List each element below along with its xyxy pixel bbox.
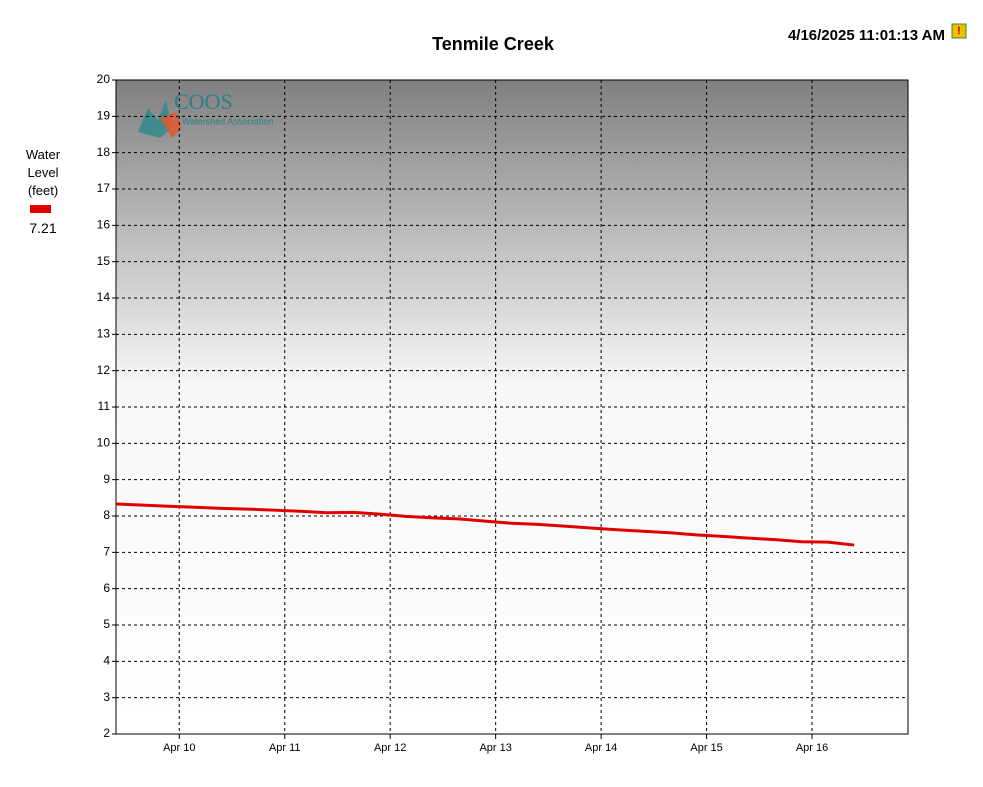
- y-tick-label: 4: [103, 654, 110, 668]
- logo-shape: [160, 112, 182, 138]
- logo-shape: [138, 100, 172, 138]
- x-tick-label: Apr 10: [163, 742, 195, 754]
- x-tick-label: Apr 13: [479, 742, 511, 754]
- y-tick-label: 14: [97, 290, 111, 304]
- y-tick-label: 6: [103, 581, 110, 595]
- chart-title: Tenmile Creek: [432, 34, 555, 54]
- legend-value: 7.21: [29, 220, 57, 236]
- x-tick-label: Apr 16: [796, 742, 828, 754]
- legend-swatch: [30, 205, 51, 213]
- legend-label: Water Level (feet): [25, 147, 61, 198]
- y-tick-label: 18: [97, 145, 111, 159]
- y-tick-label: 2: [103, 726, 110, 740]
- y-tick-label: 13: [97, 327, 111, 341]
- y-tick-label: 15: [97, 254, 111, 268]
- timestamp: 4/16/2025 11:01:13 AM: [788, 27, 945, 44]
- y-tick-label: 11: [98, 399, 111, 413]
- x-tick-label: Apr 14: [585, 742, 617, 754]
- data-line: [115, 502, 855, 547]
- x-tick-label: Apr 11: [269, 742, 301, 754]
- y-tick-label: 19: [97, 109, 111, 123]
- x-tick-label: Apr 12: [374, 742, 406, 754]
- x-tick-label: Apr 15: [690, 742, 722, 754]
- y-tick-label: 16: [97, 218, 111, 232]
- logo-subtitle: Watershed Association: [182, 116, 273, 126]
- logo-text: COOS: [174, 89, 233, 114]
- y-tick-label: 20: [97, 72, 111, 86]
- y-tick-label: 7: [103, 545, 110, 559]
- y-tick-label: 17: [97, 181, 111, 195]
- y-tick-label: 5: [103, 617, 110, 631]
- y-tick-label: 10: [97, 436, 111, 450]
- y-tick-label: 9: [103, 472, 110, 486]
- alert-icon[interactable]: [951, 23, 967, 39]
- y-tick-label: 3: [103, 690, 110, 704]
- y-tick-label: 12: [97, 363, 111, 377]
- alert-mark: !: [957, 25, 961, 37]
- y-tick-label: 8: [103, 508, 110, 522]
